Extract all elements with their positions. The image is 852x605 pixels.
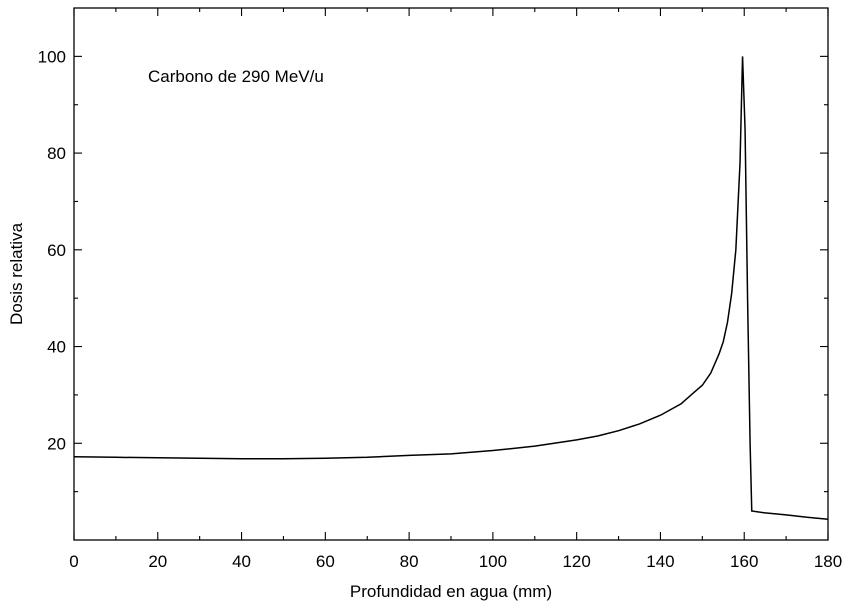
x-axis-title: Profundidad en agua (mm) <box>350 582 552 601</box>
x-tick-label: 160 <box>730 552 758 571</box>
dose-curve-line <box>73 56 829 520</box>
y-tick-label: 40 <box>47 338 66 357</box>
y-tick-label: 20 <box>47 434 66 453</box>
y-axis-title: Dosis relativa <box>7 222 26 325</box>
y-tick-label: 80 <box>47 144 66 163</box>
x-tick-label: 0 <box>69 552 78 571</box>
y-tick-labels: 20 40 60 80 100 <box>38 47 66 453</box>
minor-ticks <box>74 8 828 540</box>
x-tick-label: 40 <box>232 552 251 571</box>
plot-frame <box>73 7 829 541</box>
x-tick-label: 60 <box>316 552 335 571</box>
y-tick-label: 60 <box>47 241 66 260</box>
x-tick-label: 80 <box>400 552 419 571</box>
x-tick-label: 20 <box>148 552 167 571</box>
x-tick-label: 180 <box>814 552 842 571</box>
x-tick-label: 120 <box>562 552 590 571</box>
beam-annotation: Carbono de 290 MeV/u <box>148 67 324 86</box>
y-tick-label: 100 <box>38 47 66 66</box>
x-tick-label: 100 <box>479 552 507 571</box>
x-tick-labels: 0 20 40 60 80 100 120 140 160 180 <box>69 552 842 571</box>
x-tick-label: 140 <box>646 552 674 571</box>
major-ticks <box>73 8 829 540</box>
